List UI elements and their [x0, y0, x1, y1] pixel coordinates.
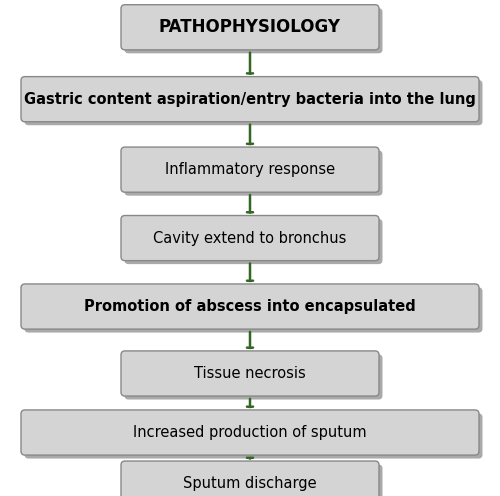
- FancyBboxPatch shape: [124, 151, 382, 195]
- FancyBboxPatch shape: [24, 288, 482, 332]
- FancyBboxPatch shape: [121, 215, 379, 261]
- FancyBboxPatch shape: [121, 5, 379, 50]
- Text: PATHOPHYSIOLOGY: PATHOPHYSIOLOGY: [159, 18, 341, 36]
- FancyBboxPatch shape: [21, 77, 479, 103]
- Text: Increased production of sputum: Increased production of sputum: [133, 425, 367, 440]
- FancyBboxPatch shape: [21, 77, 479, 122]
- FancyBboxPatch shape: [21, 410, 479, 455]
- FancyBboxPatch shape: [121, 351, 379, 377]
- FancyBboxPatch shape: [24, 80, 482, 125]
- Text: Sputum discharge: Sputum discharge: [183, 476, 317, 491]
- FancyBboxPatch shape: [124, 355, 382, 400]
- FancyBboxPatch shape: [21, 284, 479, 310]
- FancyBboxPatch shape: [24, 414, 482, 458]
- FancyBboxPatch shape: [21, 410, 479, 436]
- Text: Tissue necrosis: Tissue necrosis: [194, 366, 306, 381]
- Text: Promotion of abscess into encapsulated: Promotion of abscess into encapsulated: [84, 299, 416, 314]
- FancyBboxPatch shape: [121, 215, 379, 242]
- Text: Gastric content aspiration/entry bacteria into the lung: Gastric content aspiration/entry bacteri…: [24, 92, 476, 107]
- FancyBboxPatch shape: [121, 5, 379, 31]
- FancyBboxPatch shape: [121, 351, 379, 396]
- Text: Inflammatory response: Inflammatory response: [165, 162, 335, 177]
- FancyBboxPatch shape: [124, 464, 382, 496]
- FancyBboxPatch shape: [124, 8, 382, 54]
- FancyBboxPatch shape: [121, 461, 379, 488]
- FancyBboxPatch shape: [121, 461, 379, 496]
- FancyBboxPatch shape: [124, 219, 382, 264]
- FancyBboxPatch shape: [121, 147, 379, 192]
- FancyBboxPatch shape: [21, 284, 479, 329]
- Text: Cavity extend to bronchus: Cavity extend to bronchus: [154, 231, 346, 246]
- FancyBboxPatch shape: [121, 147, 379, 174]
